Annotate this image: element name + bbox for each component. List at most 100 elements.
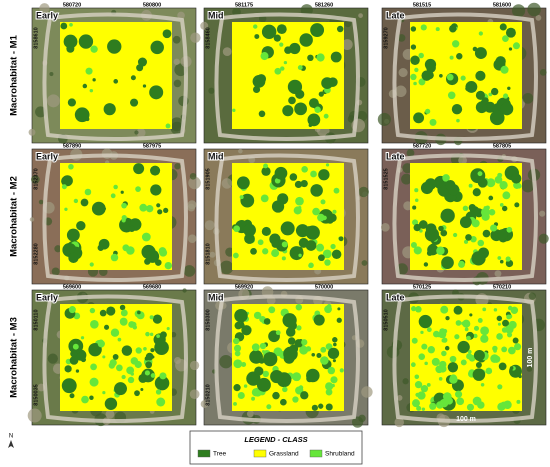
top-coordinate: 580800 (143, 2, 161, 8)
vegetation-patch (330, 243, 336, 250)
vegetation-patch (336, 317, 342, 323)
vegetation-patch (273, 347, 283, 357)
vegetation-patch (253, 311, 262, 320)
vegetation-patch (471, 251, 486, 266)
vegetation-patch (470, 168, 486, 184)
vegetation-patch (110, 193, 116, 199)
vegetation-patch (149, 85, 164, 100)
vegetation-patch (66, 228, 80, 242)
vegetation-patch (440, 208, 455, 223)
vegetation-texture (397, 34, 406, 42)
vegetation-patch (295, 304, 303, 311)
vegetation-patch (281, 256, 286, 261)
vegetation-patch (440, 229, 448, 237)
vegetation-patch (500, 102, 514, 116)
vegetation-patch (472, 396, 482, 406)
vegetation-patch (506, 314, 512, 320)
vegetation-patch (244, 233, 255, 244)
vegetation-patch (412, 205, 417, 210)
vegetation-patch (117, 337, 122, 342)
vegetation-patch (410, 241, 417, 248)
vegetation-patch (289, 173, 298, 181)
vegetation-patch (410, 73, 417, 81)
vegetation-texture (174, 356, 182, 365)
vegetation-patch (130, 98, 139, 107)
vegetation-patch (466, 335, 471, 341)
vegetation-patch (317, 213, 325, 222)
vegetation-texture (219, 260, 234, 275)
vegetation-patch (514, 343, 522, 351)
vegetation-patch (305, 346, 312, 352)
vegetation-patch (436, 246, 445, 256)
vegetation-patch (480, 334, 489, 343)
vegetation-patch (134, 390, 140, 397)
vegetation-patch (473, 333, 478, 339)
vegetation-patch (457, 340, 470, 354)
vegetation-texture (189, 389, 200, 400)
vegetation-patch (414, 198, 419, 202)
vegetation-patch (301, 166, 308, 173)
vegetation-texture (169, 117, 184, 132)
vegetation-patch (270, 369, 284, 384)
vegetation-patch (442, 337, 448, 343)
vegetation-patch (314, 106, 321, 113)
vegetation-patch (261, 166, 271, 176)
vegetation-patch (150, 184, 162, 196)
vegetation-patch (485, 205, 490, 211)
vegetation-patch (75, 369, 80, 373)
top-coordinate: 569920 (235, 284, 253, 290)
vegetation-patch (320, 346, 327, 353)
legend-swatch (253, 449, 267, 458)
vegetation-texture (361, 386, 373, 398)
vegetation-texture (458, 156, 467, 165)
vegetation-patch (462, 319, 471, 328)
vegetation-patch (232, 108, 236, 112)
vegetation-patch (233, 337, 240, 345)
stage-label: Early (36, 151, 58, 161)
vegetation-patch (268, 306, 276, 314)
vegetation-patch (500, 401, 508, 409)
vegetation-patch (486, 178, 496, 188)
vegetation-patch (516, 399, 521, 404)
vegetation-patch (294, 102, 307, 116)
vegetation-patch (321, 77, 334, 90)
vegetation-patch (327, 366, 336, 375)
vegetation-patch (311, 404, 318, 411)
stage-label: Late (386, 10, 405, 20)
vegetation-patch (308, 262, 314, 269)
vegetation-patch (512, 42, 520, 50)
row-label: Macrohabitat - M1 (9, 34, 20, 115)
vegetation-patch (78, 34, 94, 49)
vegetation-patch (506, 226, 513, 233)
north-arrow (8, 440, 14, 448)
vegetation-patch (234, 350, 241, 357)
vegetation-patch (88, 342, 102, 357)
vegetation-patch (156, 397, 166, 407)
vegetation-texture (54, 245, 62, 253)
vegetation-patch (508, 47, 513, 51)
vegetation-patch (97, 340, 105, 348)
vegetation-patch (426, 382, 431, 387)
vegetation-patch (63, 34, 78, 49)
vegetation-texture (187, 203, 196, 212)
vegetation-patch (307, 54, 314, 62)
vegetation-texture (173, 58, 180, 65)
vegetation-patch (280, 398, 287, 406)
vegetation-patch (477, 239, 485, 247)
vegetation-patch (110, 328, 120, 337)
vegetation-patch (145, 361, 153, 369)
vegetation-patch (421, 343, 428, 350)
vegetation-patch (274, 177, 281, 184)
vegetation-patch (60, 22, 68, 30)
vegetation-patch (339, 368, 344, 373)
vegetation-patch (497, 384, 503, 390)
vegetation-patch (263, 163, 269, 169)
legend-title: LEGEND - CLASS (244, 435, 307, 444)
vegetation-patch (499, 181, 508, 190)
left-coordinate: 8151810 (205, 243, 211, 264)
vegetation-patch (305, 225, 320, 240)
stage-label: Early (36, 292, 58, 302)
vegetation-patch (423, 262, 429, 267)
vegetation-patch (159, 372, 167, 380)
vegetation-patch (418, 314, 433, 329)
